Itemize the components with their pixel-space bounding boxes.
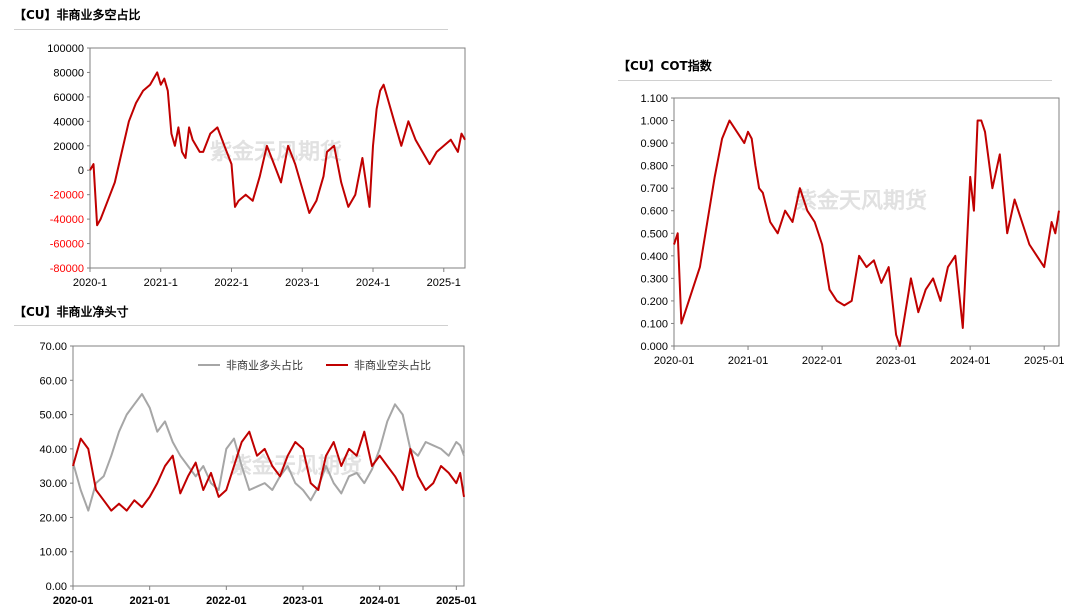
- y-tick-label: 0.200: [640, 296, 668, 308]
- y-tick-label: 70.00: [39, 341, 67, 353]
- chart2-title: 【CU】非商业净头寸: [14, 305, 129, 319]
- plot-frame: [89, 47, 466, 269]
- x-tick-label: 2024-01: [950, 355, 990, 367]
- y-tick-label: 40000: [53, 116, 84, 128]
- y-tick-label: 80000: [53, 67, 84, 79]
- y-tick-label: 60.00: [39, 375, 67, 387]
- plot-frame: [673, 97, 1060, 347]
- chart1-title: 【CU】非商业多空占比: [14, 8, 141, 22]
- x-tick-label: 2022-01: [802, 355, 842, 367]
- x-tick-label: 2022-1: [214, 277, 248, 289]
- y-tick-label: 50.00: [39, 410, 67, 422]
- chart1-title-rule: [14, 29, 448, 30]
- y-tick-label: 0.100: [640, 318, 668, 330]
- x-tick-label: 2025-1: [427, 277, 461, 289]
- y-tick-label: -20000: [50, 190, 84, 202]
- y-tick-label: 0.700: [640, 183, 668, 195]
- x-tick-label: 2020-1: [73, 277, 107, 289]
- x-tick-label: 2023-1: [285, 277, 319, 289]
- x-tick-label: 2025-01: [436, 595, 476, 607]
- y-tick-label: 0.800: [640, 161, 668, 173]
- y-tick-label: 0: [78, 165, 84, 177]
- y-tick-label: 20000: [53, 141, 84, 153]
- y-tick-label: 30.00: [39, 478, 67, 490]
- y-tick-label: 1.000: [640, 116, 668, 128]
- x-tick-label: 2023-01: [283, 595, 323, 607]
- y-tick-label: 100000: [47, 43, 84, 55]
- y-tick-label: 10.00: [39, 547, 67, 559]
- y-tick-label: 20.00: [39, 512, 67, 524]
- x-tick-label: 2022-01: [206, 595, 246, 607]
- y-tick-label: -60000: [50, 239, 84, 251]
- legend-label: 非商业多头占比: [226, 358, 303, 372]
- y-tick-label: 0.00: [46, 581, 67, 593]
- chart3-title-rule: [618, 80, 1052, 81]
- chart3-title: 【CU】COT指数: [618, 59, 712, 73]
- legend-label: 非商业空头占比: [354, 358, 431, 372]
- series-line-0: [673, 119, 1060, 347]
- x-tick-label: 2024-1: [356, 277, 390, 289]
- y-tick-label: 0.300: [640, 273, 668, 285]
- y-tick-label: 0.400: [640, 251, 668, 263]
- series-line-非商业空头占比: [72, 430, 465, 512]
- chart2-title-rule: [14, 325, 448, 326]
- y-tick-label: -40000: [50, 214, 84, 226]
- y-tick-label: 40.00: [39, 444, 67, 456]
- x-tick-label: 2021-01: [728, 355, 768, 367]
- x-tick-label: 2020-01: [654, 355, 694, 367]
- x-tick-label: 2020-01: [53, 595, 93, 607]
- y-tick-label: 0.000: [640, 341, 668, 353]
- x-tick-label: 2023-01: [876, 355, 916, 367]
- series-line-非商业多头占比: [72, 393, 465, 512]
- y-tick-label: 60000: [53, 92, 84, 104]
- x-tick-label: 2024-01: [359, 595, 399, 607]
- y-tick-label: 0.900: [640, 138, 668, 150]
- y-tick-label: 0.600: [640, 206, 668, 218]
- x-tick-label: 2025-01: [1024, 355, 1064, 367]
- y-tick-label: -80000: [50, 263, 84, 275]
- series-line-0: [89, 71, 466, 227]
- y-tick-label: 0.500: [640, 228, 668, 240]
- x-tick-label: 2021-01: [129, 595, 169, 607]
- x-tick-label: 2021-1: [144, 277, 178, 289]
- y-tick-label: 1.100: [640, 93, 668, 105]
